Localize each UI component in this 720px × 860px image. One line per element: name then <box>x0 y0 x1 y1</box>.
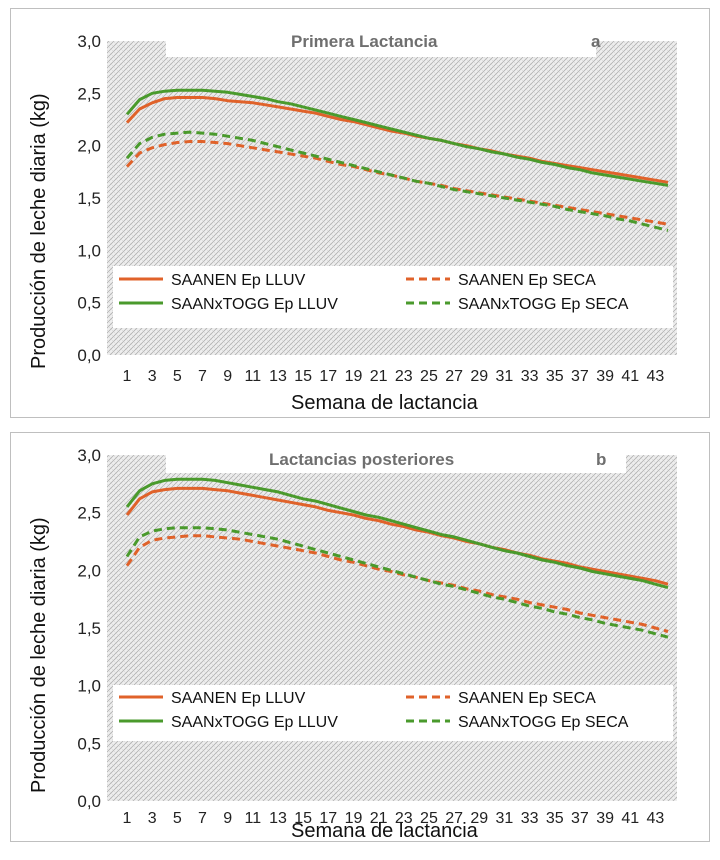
x-tick-label: 25 <box>420 810 438 827</box>
y-axis-title: Producción de leche diaria (kg) <box>28 93 50 369</box>
chart-b-svg: Lactancias posteriores b 0,0 0,5 1,0 1,5 2,0… <box>28 443 677 841</box>
x-tick-label: 13 <box>269 368 287 385</box>
series-line <box>125 88 669 187</box>
x-tick-label: 15 <box>294 810 312 827</box>
x-tick-label: 17 <box>319 368 337 385</box>
y-tick-label: 0,5 <box>77 294 101 313</box>
y-tick-label: 2,0 <box>77 561 101 580</box>
legend-label: SAANxTOGG Ep SECA <box>458 714 629 731</box>
x-axis-title: Semana de lactancia <box>291 392 479 414</box>
x-tick-label: 37 <box>571 810 589 827</box>
x-tick-label: 39 <box>596 810 614 827</box>
y-tick-label: 1,0 <box>77 677 101 696</box>
y-tick-label: 1,5 <box>77 189 101 208</box>
x-tick-label: 23 <box>395 368 413 385</box>
x-tick-label: 43 <box>647 368 665 385</box>
series-line <box>125 477 669 590</box>
y-tick-label: 2,5 <box>77 84 101 103</box>
y-tick-label: 3,0 <box>77 32 101 51</box>
x-tick-label: 33 <box>521 368 539 385</box>
x-axis-title: Semana de lactancia <box>291 820 479 841</box>
y-tick-label: 1,5 <box>77 619 101 638</box>
chart-title: Primera Lactancia <box>291 32 438 51</box>
x-tick-label: 1 <box>123 810 132 827</box>
legend: SAANEN Ep LLUV SAANEN Ep SECA SAANxTOGG Ep… <box>119 272 629 313</box>
plot-area <box>107 455 677 801</box>
x-tick-label: 7 <box>198 368 207 385</box>
x-tick-label: 35 <box>546 368 564 385</box>
x-tick-label: 9 <box>223 810 232 827</box>
x-tick-label: 23 <box>395 810 413 827</box>
y-tick-label: 2,5 <box>77 504 101 523</box>
x-tick-label: 11 <box>245 368 262 385</box>
series-line <box>125 96 669 184</box>
series-line <box>125 526 669 639</box>
x-tick-label: 27 <box>445 368 463 385</box>
y-axis-title: Producción de leche diaria (kg) <box>28 517 50 793</box>
legend-label: SAANEN Ep LLUV <box>171 690 306 707</box>
x-tick-label: 29 <box>470 368 488 385</box>
x-tick-label: 21 <box>370 810 388 827</box>
x-tick-label: 11 <box>245 810 262 827</box>
legend-label: SAANEN Ep LLUV <box>171 272 306 289</box>
x-tick-label: 31 <box>496 810 514 827</box>
y-tick-label: 3,0 <box>77 446 101 465</box>
x-tick-label: 41 <box>621 368 639 385</box>
y-tick-label: 1,0 <box>77 241 101 260</box>
legend-label: SAANxTOGG Ep LLUV <box>171 296 338 313</box>
x-tick-label: 19 <box>345 810 363 827</box>
x-tick-label: 43 <box>647 810 665 827</box>
x-tick-label: 35 <box>546 810 564 827</box>
legend: SAANEN Ep LLUV SAANEN Ep SECA SAANxTOGG Ep… <box>119 690 629 731</box>
x-tick-label: 9 <box>223 368 232 385</box>
legend-box <box>113 266 673 328</box>
legend-box <box>113 685 673 741</box>
x-tick-label: 7 <box>198 810 207 827</box>
chart-title: Lactancias posteriores <box>269 450 454 469</box>
x-tick-label: 1 <box>123 368 132 385</box>
chart-panel-a: Primera Lactancia a 0,0 0,5 1,0 1,5 2,0 2,5 3,… <box>10 8 710 418</box>
title-background <box>166 443 626 473</box>
x-tick-label: 13 <box>269 810 287 827</box>
title-background <box>166 23 596 57</box>
legend-label: SAANEN Ep SECA <box>458 272 596 289</box>
panel-label: a <box>591 32 601 51</box>
x-tick-label: 41 <box>621 810 639 827</box>
x-tick-label: 5 <box>173 368 182 385</box>
y-tick-label: 0,0 <box>77 346 101 365</box>
legend-label: SAANxTOGG Ep SECA <box>458 296 629 313</box>
x-tick-label: 15 <box>294 368 312 385</box>
x-tick-label: 3 <box>148 810 157 827</box>
y-tick-label: 0,5 <box>77 734 101 753</box>
x-tick-label: 31 <box>496 368 514 385</box>
x-tick-label: 17 <box>319 810 337 827</box>
legend-label: SAANxTOGG Ep LLUV <box>171 714 338 731</box>
chart-panel-b: Lactancias posteriores b 0,0 0,5 1,0 1,5 2,0… <box>10 432 710 842</box>
x-tick-label: 3 <box>148 368 157 385</box>
x-tick-label: 25 <box>420 368 438 385</box>
x-tick-label: 33 <box>521 810 539 827</box>
y-tick-label: 0,0 <box>77 792 101 811</box>
series-line <box>125 140 669 226</box>
series-line <box>125 130 669 232</box>
x-tick-label: 21 <box>370 368 388 385</box>
x-tick-label: 5 <box>173 810 182 827</box>
panel-label: b <box>596 450 606 469</box>
y-tick-label: 2,0 <box>77 137 101 156</box>
legend-label: SAANEN Ep SECA <box>458 690 596 707</box>
x-tick-label: 29 <box>470 810 488 827</box>
x-tick-label: 19 <box>345 368 363 385</box>
x-tick-label: 39 <box>596 368 614 385</box>
chart-a-svg: Primera Lactancia a 0,0 0,5 1,0 1,5 2,0 2,5 3,… <box>28 23 677 414</box>
x-tick-label: 37 <box>571 368 589 385</box>
x-tick-label: 27 <box>445 810 463 827</box>
